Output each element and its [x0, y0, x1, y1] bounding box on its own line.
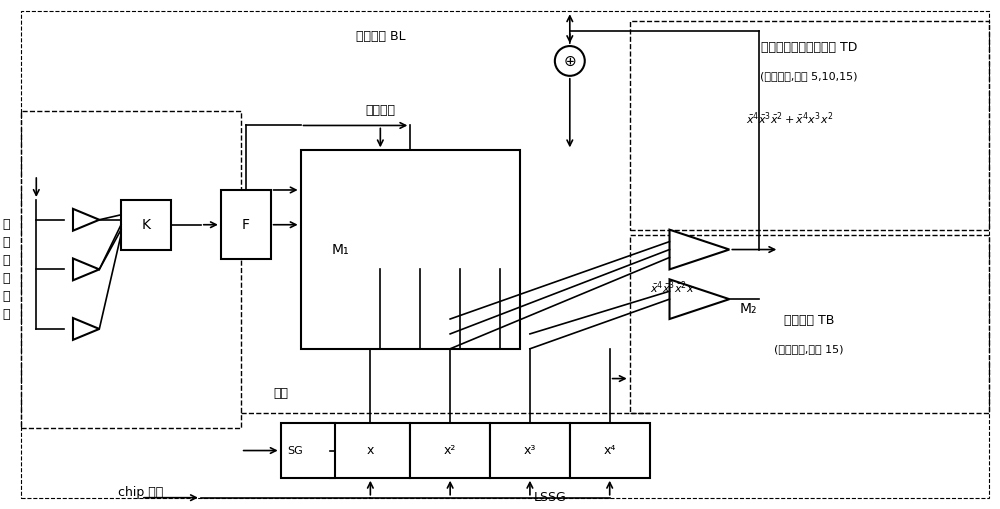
Bar [301, 150, 520, 349]
Text: M₁: M₁ [332, 242, 349, 257]
Bar [490, 423, 570, 478]
Text: x²: x² [444, 444, 456, 457]
Bar [630, 21, 989, 230]
Polygon shape [73, 209, 99, 231]
Text: 时间基准 TB: 时间基准 TB [784, 314, 834, 327]
Text: 反馈逻辑 BL: 反馈逻辑 BL [356, 30, 405, 43]
Bar [330, 423, 410, 478]
Bar [410, 423, 490, 478]
Text: x⁴: x⁴ [604, 444, 616, 457]
Polygon shape [73, 318, 99, 340]
Text: K: K [141, 218, 150, 232]
Text: $\bar{x}^4\bar{x}^3\bar{x}^2 + \bar{x}^4x^3x^2$: $\bar{x}^4\bar{x}^3\bar{x}^2 + \bar{x}^4… [746, 110, 833, 127]
Text: 复位: 复位 [273, 387, 288, 400]
Polygon shape [670, 279, 729, 319]
Bar [21, 110, 241, 428]
Text: M₂: M₂ [739, 302, 757, 316]
Text: 无源标签应答数据时钟 TD: 无源标签应答数据时钟 TD [761, 41, 857, 54]
Text: SG: SG [288, 445, 303, 456]
Bar [630, 235, 989, 413]
Polygon shape [73, 259, 99, 280]
Bar [121, 200, 171, 249]
Text: (应答状态,位序 5,10,15): (应答状态,位序 5,10,15) [760, 71, 858, 81]
Bar [570, 423, 650, 478]
Bar [221, 190, 271, 260]
Text: $\oplus$: $\oplus$ [563, 53, 576, 68]
Bar [281, 423, 335, 478]
Text: 接
收
同
步
序
列: 接 收 同 步 序 列 [3, 218, 10, 321]
Polygon shape [670, 230, 729, 269]
Text: 同步启动: 同步启动 [365, 104, 395, 117]
Text: x³: x³ [524, 444, 536, 457]
Text: F: F [242, 218, 250, 232]
Text: LSSG: LSSG [533, 491, 566, 504]
Text: (初始状态,位序 15): (初始状态,位序 15) [774, 344, 844, 354]
Text: $\bar{x}^4\bar{x}^3\bar{x}^2x$: $\bar{x}^4\bar{x}^3\bar{x}^2x$ [650, 279, 694, 296]
Text: chip 时钟: chip 时钟 [118, 486, 164, 499]
Text: x: x [367, 444, 374, 457]
